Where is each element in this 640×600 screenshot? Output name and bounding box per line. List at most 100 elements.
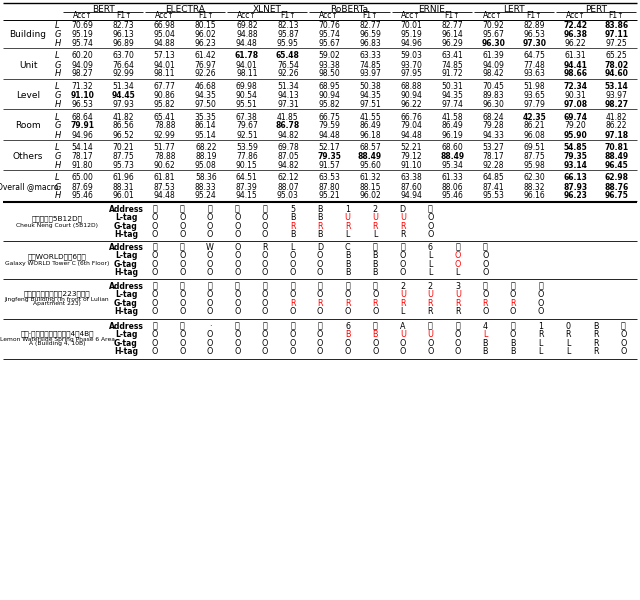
Text: 87.39: 87.39	[236, 182, 258, 191]
Text: O: O	[262, 290, 268, 299]
Text: 35.35: 35.35	[195, 113, 217, 121]
Text: 95.90: 95.90	[563, 130, 588, 139]
Text: R: R	[290, 222, 295, 231]
Text: 94.88: 94.88	[154, 39, 175, 48]
Text: O: O	[262, 213, 268, 222]
Text: O: O	[207, 260, 213, 269]
Text: U: U	[400, 213, 406, 222]
Text: O: O	[262, 307, 268, 316]
Text: 59.03: 59.03	[400, 52, 422, 61]
Text: B: B	[510, 347, 516, 356]
Text: 期: 期	[373, 322, 378, 331]
Text: 88.49: 88.49	[604, 152, 628, 161]
Text: 82.77: 82.77	[442, 21, 463, 30]
Text: R: R	[428, 299, 433, 308]
Text: 87.53: 87.53	[154, 182, 175, 191]
Text: L: L	[55, 173, 60, 182]
Text: 88.49: 88.49	[358, 152, 382, 161]
Text: 河: 河	[180, 243, 185, 252]
Text: （: （	[401, 243, 405, 252]
Text: 天: 天	[317, 322, 323, 331]
Text: 69.82: 69.82	[236, 21, 258, 30]
Text: BERT: BERT	[92, 4, 115, 13]
Text: 94.82: 94.82	[277, 130, 299, 139]
Text: O: O	[179, 299, 186, 308]
Text: 0: 0	[566, 322, 571, 331]
Text: Address: Address	[109, 205, 143, 214]
Text: G: G	[54, 91, 61, 100]
Text: G-tag: G-tag	[114, 299, 138, 308]
Text: 88.33: 88.33	[195, 182, 216, 191]
Text: 94.48: 94.48	[236, 39, 258, 48]
Text: O: O	[317, 268, 323, 277]
Text: 97.30: 97.30	[522, 39, 547, 48]
Text: 87.75: 87.75	[113, 152, 134, 161]
Text: 96.52: 96.52	[113, 130, 134, 139]
Text: R: R	[428, 307, 433, 316]
Text: Lemon Waterside Spring Phase 6 Area: Lemon Waterside Spring Phase 6 Area	[0, 337, 115, 341]
Text: O: O	[620, 339, 627, 348]
Text: O: O	[510, 330, 516, 339]
Text: ）: ）	[538, 282, 543, 291]
Text: 53.59: 53.59	[236, 143, 258, 152]
Text: 95.24: 95.24	[195, 191, 216, 200]
Text: B: B	[483, 347, 488, 356]
Text: R: R	[345, 299, 351, 308]
Text: O: O	[317, 330, 323, 339]
Text: Acc↑: Acc↑	[155, 11, 175, 20]
Text: 公: 公	[346, 282, 350, 291]
Text: 41.82: 41.82	[113, 113, 134, 121]
Text: F1↑: F1↑	[198, 11, 214, 20]
Text: 87.69: 87.69	[72, 182, 93, 191]
Text: 96.02: 96.02	[195, 30, 216, 39]
Text: 68.95: 68.95	[318, 82, 340, 91]
Text: O: O	[234, 347, 241, 356]
Text: RoBERTa: RoBERTa	[330, 4, 369, 13]
Text: B: B	[345, 260, 351, 269]
Text: 94.13: 94.13	[277, 91, 299, 100]
Text: B: B	[345, 268, 351, 277]
Text: O: O	[317, 339, 323, 348]
Text: L: L	[428, 268, 433, 277]
Text: Level: Level	[16, 91, 40, 100]
Text: 95.21: 95.21	[318, 191, 340, 200]
Text: 41.55: 41.55	[359, 113, 381, 121]
Text: O: O	[179, 339, 186, 348]
Text: A (Building 4, 10B): A (Building 4, 10B)	[29, 341, 85, 346]
Text: 68.60: 68.60	[442, 143, 463, 152]
Text: O: O	[262, 347, 268, 356]
Text: 96.89: 96.89	[113, 39, 134, 48]
Text: 97.79: 97.79	[524, 100, 545, 109]
Text: R: R	[400, 230, 406, 239]
Text: Building: Building	[10, 30, 47, 39]
Text: 97.95: 97.95	[400, 70, 422, 79]
Text: 95.98: 95.98	[524, 161, 545, 170]
Text: O: O	[344, 347, 351, 356]
Text: O: O	[454, 339, 461, 348]
Text: L-tag: L-tag	[115, 213, 137, 222]
Text: R: R	[372, 222, 378, 231]
Text: 96.14: 96.14	[442, 30, 463, 39]
Text: B: B	[372, 330, 378, 339]
Text: 66.76: 66.76	[400, 113, 422, 121]
Text: 86.78: 86.78	[276, 121, 300, 130]
Text: B: B	[345, 251, 351, 260]
Text: 63.33: 63.33	[359, 52, 381, 61]
Text: 70.45: 70.45	[483, 82, 504, 91]
Text: H-tag: H-tag	[114, 307, 138, 316]
Text: O: O	[152, 330, 158, 339]
Text: Address: Address	[109, 243, 143, 252]
Text: 65.25: 65.25	[605, 52, 627, 61]
Text: 53.27: 53.27	[483, 143, 504, 152]
Text: R: R	[317, 222, 323, 231]
Text: 90.15: 90.15	[236, 161, 258, 170]
Text: O: O	[234, 230, 241, 239]
Text: 67.38: 67.38	[236, 113, 258, 121]
Text: 94.35: 94.35	[359, 91, 381, 100]
Text: 61.33: 61.33	[442, 173, 463, 182]
Text: 景丰大厦（陆联公寒223门口）: 景丰大厦（陆联公寒223门口）	[24, 290, 90, 297]
Text: 62.12: 62.12	[277, 173, 299, 182]
Text: 联: 联	[317, 282, 323, 291]
Text: 67.77: 67.77	[154, 82, 175, 91]
Text: 96.22: 96.22	[400, 100, 422, 109]
